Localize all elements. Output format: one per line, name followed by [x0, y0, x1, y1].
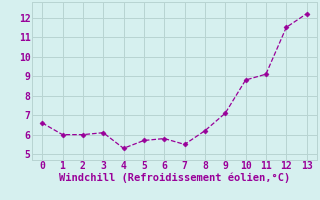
X-axis label: Windchill (Refroidissement éolien,°C): Windchill (Refroidissement éolien,°C) — [59, 173, 290, 183]
